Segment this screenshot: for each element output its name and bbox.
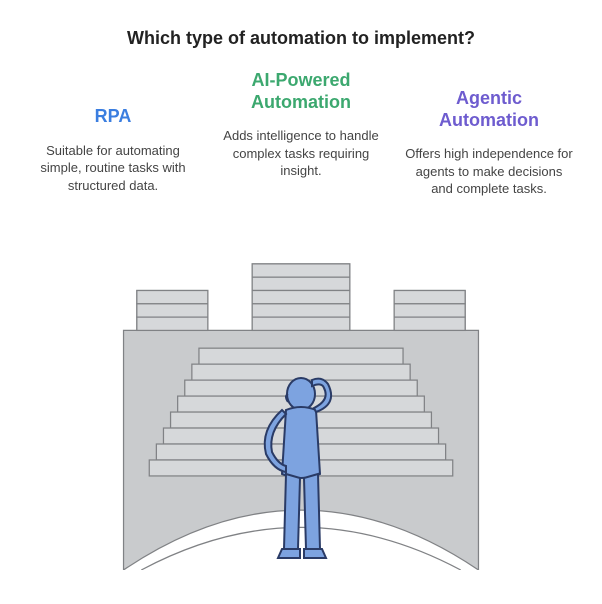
infographic-title: Which type of automation to implement?: [0, 28, 602, 49]
columns-row: RPA Suitable for automating simple, rout…: [0, 70, 602, 198]
column-rpa-heading: RPA: [28, 106, 198, 128]
column-rpa-desc: Suitable for automating simple, routine …: [28, 142, 198, 195]
column-agentic-desc: Offers high independence for agents to m…: [404, 145, 574, 198]
column-rpa: RPA Suitable for automating simple, rout…: [28, 70, 198, 198]
column-agentic: Agentic Automation Offers high independe…: [404, 70, 574, 198]
column-ai-desc: Adds intelligence to handle complex task…: [216, 127, 386, 180]
column-ai: AI-Powered Automation Adds intelligence …: [216, 70, 386, 198]
person-illustration: [256, 374, 346, 564]
column-agentic-heading: Agentic Automation: [404, 88, 574, 131]
column-ai-heading: AI-Powered Automation: [216, 70, 386, 113]
